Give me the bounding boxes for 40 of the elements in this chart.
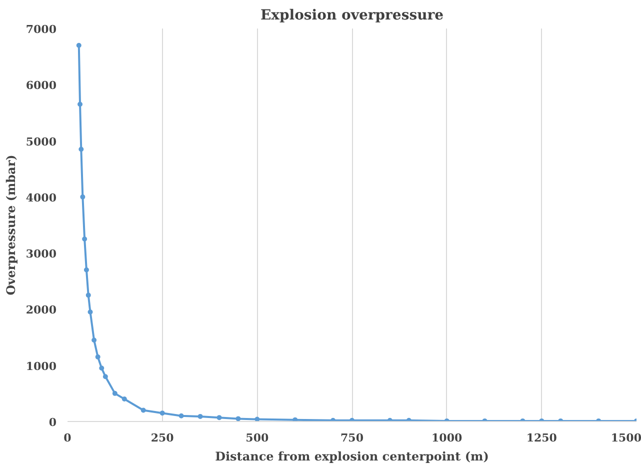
point (112, 390, 118, 396)
point (80, 194, 86, 200)
y-tick-label: 1000 (26, 360, 57, 373)
x-tick-label: 0 (64, 432, 72, 444)
point (95, 354, 100, 360)
point (88, 310, 93, 315)
y-tick-label: 0 (48, 416, 57, 429)
point (236, 416, 241, 422)
y-tick-label: 5000 (26, 135, 57, 148)
point (102, 374, 108, 380)
point (160, 410, 165, 416)
point (84, 267, 89, 272)
point (99, 366, 104, 371)
x-tick-label: 250 (150, 432, 174, 444)
x-axis-title: Distance from explosion centerpoint (m) (215, 450, 489, 464)
x-tick-label: 1000 (432, 432, 462, 444)
y-tick-label: 7000 (26, 23, 57, 36)
x-tick-label: 1250 (526, 432, 558, 444)
point (178, 413, 184, 418)
y-tick-label: 3000 (26, 248, 57, 261)
point (122, 396, 127, 402)
point (198, 414, 203, 419)
x-tick-label: 1500 (610, 432, 641, 444)
x-tick-label: 500 (246, 432, 269, 444)
y-tick-label: 6000 (26, 79, 57, 92)
point (254, 416, 260, 422)
point (78, 102, 83, 107)
point (86, 292, 91, 298)
point (78, 146, 84, 152)
chart-title: Explosion overpressure (260, 8, 444, 24)
y-tick-label: 4000 (26, 191, 57, 204)
x-tick-label: 750 (340, 432, 364, 444)
point (92, 338, 97, 343)
y-tick-label: 2000 (26, 304, 57, 317)
y-axis-title: Overpressure (mbar) (4, 154, 18, 296)
point (82, 236, 88, 242)
point (216, 415, 222, 420)
point (76, 42, 82, 48)
point (292, 417, 298, 422)
point (140, 408, 146, 413)
